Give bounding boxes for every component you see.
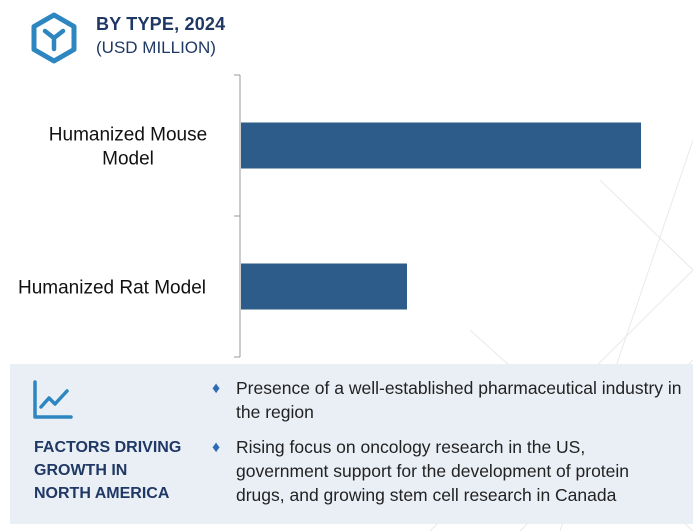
factors-title: FACTORS DRIVING GROWTH IN NORTH AMERICA [34, 436, 204, 505]
factor-text: Presence of a well-established pharmaceu… [236, 378, 682, 422]
factor-item: ♦ Presence of a well-established pharmac… [212, 376, 682, 424]
category-label-line: Model [102, 149, 154, 170]
trend-chart-icon [33, 380, 73, 419]
diamond-bullet-icon: ♦ [212, 380, 221, 397]
factors-title-line: NORTH AMERICA [34, 485, 170, 502]
factors-list: ♦ Presence of a well-established pharmac… [212, 376, 682, 518]
hexagon-y-icon [31, 12, 77, 64]
category-label: Humanized Rat Model [18, 278, 206, 299]
factor-item: ♦ Rising focus on oncology research in t… [212, 435, 682, 507]
factors-title-line: GROWTH IN [34, 462, 128, 479]
category-label-line: Humanized Rat Model [18, 278, 206, 299]
factors-title-line: FACTORS DRIVING [34, 439, 182, 456]
chart-subtitle: (USD MILLION) [96, 38, 216, 57]
bar [241, 122, 641, 169]
category-label-line: Humanized Mouse [49, 125, 207, 146]
diamond-bullet-icon: ♦ [212, 439, 221, 456]
factors-panel: FACTORS DRIVING GROWTH IN NORTH AMERICA … [10, 364, 693, 524]
category-label: Humanized Mouse Model [49, 125, 207, 170]
bar [241, 263, 407, 310]
chart-title: BY TYPE, 2024 [96, 14, 226, 34]
bar-chart: Humanized Mouse Model Humanized Rat Model [18, 74, 641, 358]
factor-text: Rising focus on oncology research in the… [236, 437, 630, 505]
